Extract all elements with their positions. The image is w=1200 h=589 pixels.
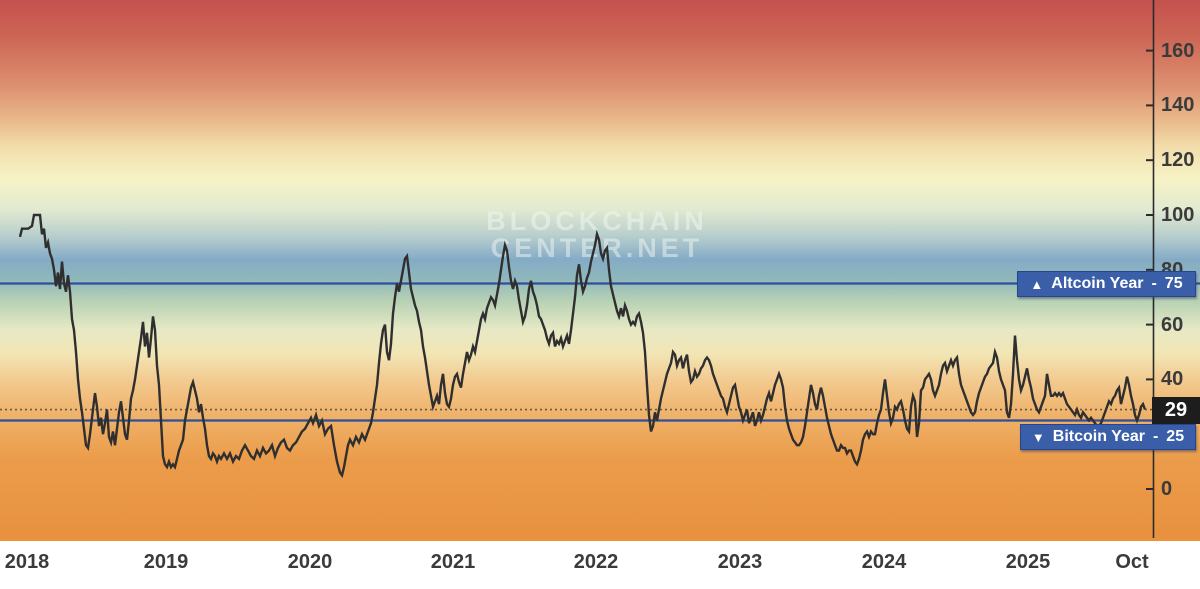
altcoin-year-label: Altcoin Year <box>1051 275 1144 292</box>
x-axis-label-2025: 2025 <box>1005 551 1051 573</box>
x-axis-label-Oct: Oct <box>1115 551 1149 573</box>
current-value-badge: 29 <box>1152 397 1200 424</box>
watermark-line1: BLOCKCHAIN <box>486 206 708 236</box>
x-axis-label-2018: 2018 <box>4 551 50 573</box>
x-axis-label-2021: 2021 <box>430 551 476 573</box>
separator: - <box>1152 428 1159 445</box>
y-axis-label-60: 60 <box>1161 313 1184 336</box>
x-axis-footer: 2018 2019 2020 2021 2022 2023 2024 2025 Oct <box>0 541 1200 589</box>
price-line <box>18 213 1147 479</box>
x-axis-label-2020: 2020 <box>287 551 333 573</box>
separator: - <box>1151 275 1157 292</box>
y-axis-label-160: 160 <box>1161 39 1195 62</box>
bitcoin-year-value: 25 <box>1166 428 1185 445</box>
x-axis-label-2022: 2022 <box>573 551 619 573</box>
y-axis-label-40: 40 <box>1161 368 1184 391</box>
y-axis-label-100: 100 <box>1161 204 1195 226</box>
altcoin-year-value: 75 <box>1164 275 1183 292</box>
x-axis-label-2024: 2024 <box>861 551 907 573</box>
y-axis-label-0: 0 <box>1161 478 1173 500</box>
altcoin-year-threshold-badge: ▲ Altcoin Year - 75 <box>1017 271 1196 297</box>
triangle-up-icon: ▲ <box>1030 276 1044 292</box>
x-axis-label-2023: 2023 <box>717 551 763 573</box>
y-axis-label-120: 120 <box>1161 149 1195 172</box>
x-axis-label-2019: 2019 <box>143 551 189 573</box>
triangle-down-icon: ▼ <box>1031 429 1045 445</box>
heat-gradient-background <box>0 0 1200 541</box>
watermark: BLOCKCHAIN CENTER.NET <box>452 208 742 262</box>
bitcoin-year-label: Bitcoin Year <box>1052 428 1145 445</box>
y-axis-label-140: 140 <box>1161 94 1195 117</box>
bitcoin-year-threshold-badge: ▼ Bitcoin Year - 25 <box>1020 424 1196 450</box>
